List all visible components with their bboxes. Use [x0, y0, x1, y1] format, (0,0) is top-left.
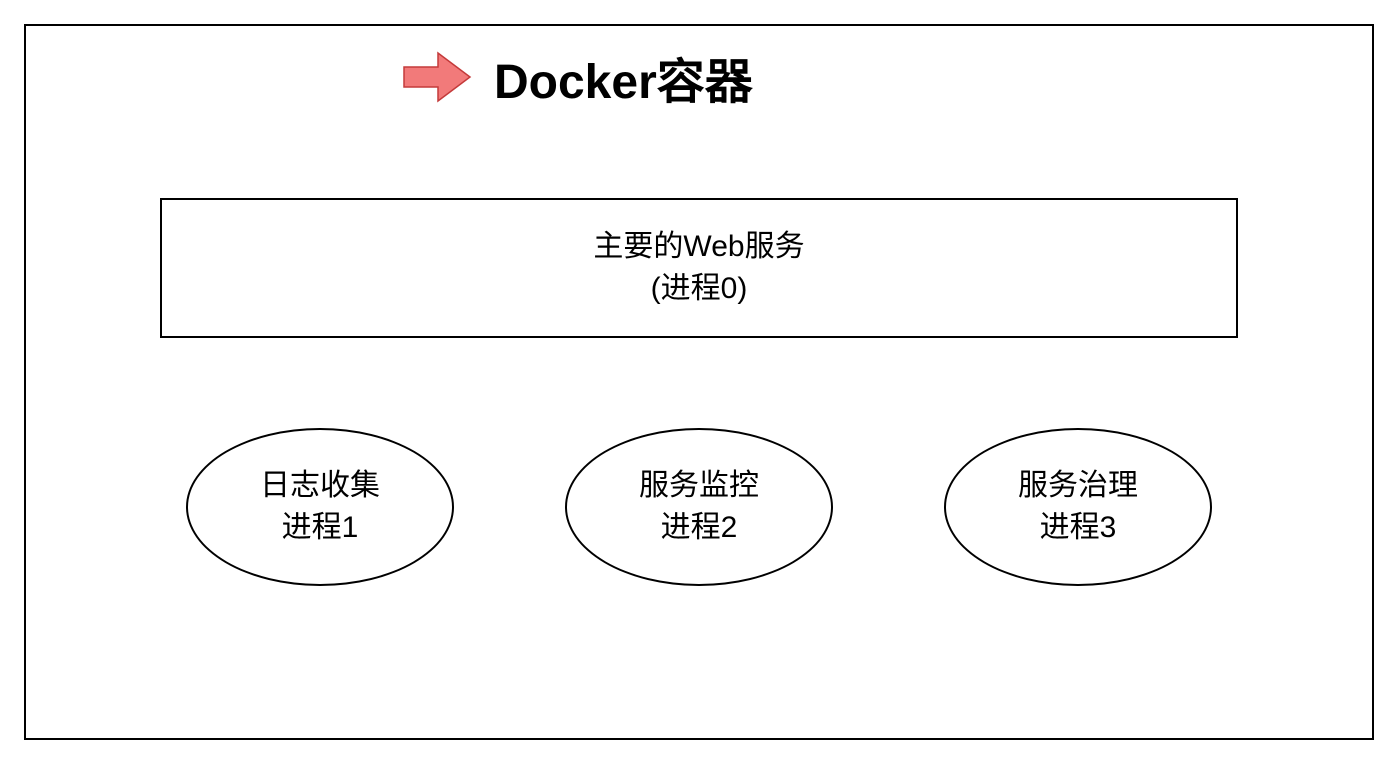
main-process-box: 主要的Web服务 (进程0) [160, 198, 1238, 338]
diagram-title: Docker容器 [494, 42, 753, 112]
sub-process-sublabel: 进程3 [1040, 507, 1117, 549]
main-process-label: 主要的Web服务 [593, 226, 804, 268]
sub-process-group: 日志收集 进程1 服务监控 进程2 服务治理 进程3 [186, 428, 1212, 586]
sub-process-sublabel: 进程1 [282, 507, 359, 549]
main-process-sublabel: (进程0) [651, 268, 748, 310]
sub-process-monitor: 服务监控 进程2 [565, 428, 833, 586]
sub-process-sublabel: 进程2 [661, 507, 738, 549]
sub-process-label: 日志收集 [260, 465, 380, 507]
sub-process-log: 日志收集 进程1 [186, 428, 454, 586]
sub-process-govern: 服务治理 进程3 [944, 428, 1212, 586]
arrow-right-icon [400, 49, 474, 105]
title-wrap: Docker容器 [400, 42, 753, 112]
sub-process-label: 服务监控 [639, 465, 759, 507]
diagram-container [24, 24, 1374, 740]
sub-process-label: 服务治理 [1018, 465, 1138, 507]
